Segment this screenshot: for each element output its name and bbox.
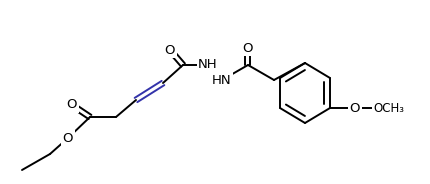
Text: HN: HN — [212, 73, 231, 86]
Text: O: O — [242, 42, 253, 54]
Text: O: O — [63, 132, 73, 144]
Text: O: O — [349, 102, 359, 114]
Text: NH: NH — [198, 59, 217, 72]
Text: O: O — [164, 43, 175, 56]
Text: OCH₃: OCH₃ — [372, 102, 403, 114]
Text: O: O — [67, 98, 77, 112]
